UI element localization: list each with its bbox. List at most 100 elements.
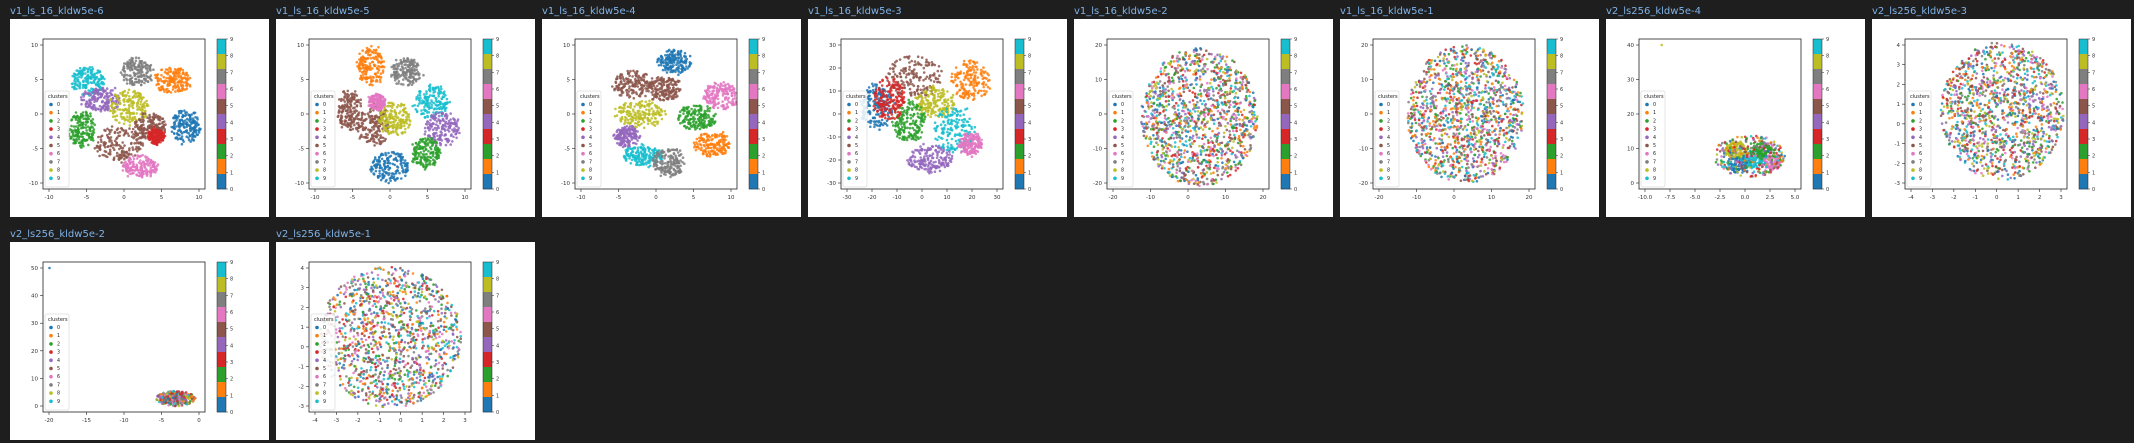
data-point [136, 150, 139, 153]
data-point [648, 99, 651, 103]
data-point [651, 98, 654, 101]
data-point [367, 95, 370, 99]
data-point [439, 143, 442, 147]
data-point [716, 83, 720, 87]
colorbar-segment [217, 99, 226, 115]
data-point [428, 102, 432, 105]
data-point [377, 64, 380, 68]
data-point [432, 108, 436, 111]
data-point [187, 136, 190, 139]
data-point [721, 100, 724, 103]
data-point [440, 139, 444, 142]
data-point [619, 88, 622, 91]
legend-label: 3 [323, 127, 326, 133]
data-point [113, 130, 117, 134]
data-point [127, 109, 130, 113]
data-point [636, 85, 640, 88]
data-point [83, 132, 87, 135]
data-point [147, 136, 150, 139]
data-point [341, 104, 344, 107]
data-point [97, 84, 101, 88]
data-point [148, 68, 152, 71]
data-point [619, 118, 622, 122]
data-point [637, 114, 640, 117]
data-point [380, 136, 383, 139]
legend-label: 1 [57, 110, 60, 116]
data-point [96, 141, 100, 144]
y-tick-label: -10 [295, 181, 304, 187]
scatter-plot: -10 -5 0 5 101050-5-10clusters01234567899876… [561, 37, 765, 201]
data-point [194, 122, 198, 126]
data-point [74, 83, 77, 86]
data-point [133, 142, 136, 145]
data-point [136, 91, 140, 95]
data-point [174, 75, 178, 78]
data-point [115, 151, 119, 155]
data-point [623, 116, 627, 119]
data-point [619, 109, 623, 113]
data-point [383, 167, 387, 171]
data-point [351, 112, 354, 116]
data-point [671, 65, 674, 69]
data-point [713, 120, 717, 123]
data-point [180, 76, 183, 80]
data-point [452, 135, 455, 139]
legend-marker [315, 151, 319, 156]
data-point [425, 104, 429, 107]
data-point [377, 128, 381, 131]
data-point [714, 82, 718, 85]
data-point [374, 80, 378, 83]
data-point [727, 84, 731, 87]
data-point [626, 69, 629, 73]
legend-marker [315, 176, 319, 181]
data-point [142, 73, 146, 77]
data-point [139, 95, 142, 99]
data-point [439, 135, 442, 138]
data-point [92, 97, 95, 101]
data-point [117, 158, 121, 161]
data-point [697, 124, 700, 128]
data-point [623, 144, 627, 148]
legend-marker [315, 143, 319, 148]
data-point [694, 148, 698, 152]
data-point [137, 146, 141, 149]
data-point [613, 133, 616, 136]
data-point [138, 106, 141, 109]
data-point [613, 114, 617, 118]
data-point [695, 141, 698, 144]
data-point [86, 125, 90, 128]
data-point [337, 111, 341, 114]
data-point [373, 94, 376, 98]
data-point [634, 114, 637, 117]
data-point [616, 129, 619, 132]
data-point [120, 156, 123, 160]
data-point [109, 91, 112, 94]
data-point [424, 147, 428, 151]
data-point [407, 116, 411, 119]
data-point [631, 81, 634, 84]
data-point [186, 123, 190, 126]
data-point [81, 124, 84, 127]
data-point [402, 124, 406, 128]
data-point [369, 139, 372, 142]
data-point [153, 142, 157, 145]
data-point [140, 166, 143, 170]
data-point [126, 162, 129, 166]
data-point [177, 80, 180, 83]
data-point [422, 140, 426, 144]
data-point [708, 109, 711, 113]
data-point [183, 73, 187, 76]
data-point [396, 71, 399, 74]
data-point [634, 133, 637, 136]
data-point [381, 173, 384, 176]
data-point [371, 79, 374, 82]
data-point [140, 126, 143, 129]
data-point [393, 115, 397, 118]
data-point [707, 101, 711, 105]
data-point [714, 112, 717, 116]
data-point [682, 112, 685, 115]
data-point [677, 114, 681, 117]
data-point [418, 100, 422, 103]
data-point [431, 128, 435, 131]
data-point [636, 70, 639, 73]
